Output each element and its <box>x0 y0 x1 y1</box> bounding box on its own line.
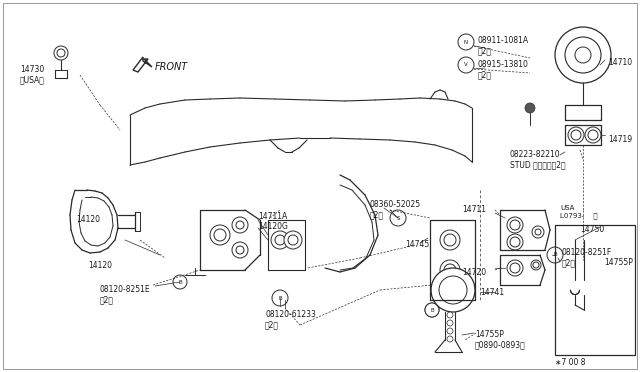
Text: 14720: 14720 <box>462 268 486 277</box>
Circle shape <box>447 320 453 326</box>
Circle shape <box>271 231 289 249</box>
Text: 14730
〈USA〉: 14730 〈USA〉 <box>20 65 45 84</box>
Text: B: B <box>430 308 434 312</box>
Circle shape <box>555 27 611 83</box>
Circle shape <box>173 275 187 289</box>
Circle shape <box>272 290 288 306</box>
Circle shape <box>431 268 475 312</box>
Circle shape <box>531 260 541 270</box>
Text: 08915-13810
　2、: 08915-13810 2、 <box>478 60 529 79</box>
Circle shape <box>232 217 248 233</box>
Text: 14755P: 14755P <box>604 258 633 267</box>
Text: 08360-52025
　2、: 08360-52025 2、 <box>370 200 421 219</box>
Circle shape <box>447 312 453 318</box>
Text: 14741: 14741 <box>480 288 504 297</box>
Circle shape <box>568 127 584 143</box>
Text: 14719: 14719 <box>608 135 632 144</box>
Circle shape <box>507 217 523 233</box>
Circle shape <box>284 231 302 249</box>
Text: 08120-61233
　2、: 08120-61233 2、 <box>265 310 316 329</box>
Text: 14755P
　0890-0893、: 14755P 0890-0893、 <box>475 330 525 349</box>
Circle shape <box>54 46 68 60</box>
Circle shape <box>440 260 460 280</box>
Circle shape <box>447 336 453 342</box>
Text: N: N <box>464 39 468 45</box>
Text: S: S <box>396 215 400 221</box>
Circle shape <box>447 328 453 334</box>
Text: 14710: 14710 <box>608 58 632 67</box>
Text: B: B <box>278 295 282 301</box>
Text: ∗7 00 8: ∗7 00 8 <box>555 358 586 367</box>
Circle shape <box>507 234 523 250</box>
Circle shape <box>547 247 563 263</box>
Text: 14120G: 14120G <box>258 222 288 231</box>
Text: 14745: 14745 <box>405 240 429 249</box>
Circle shape <box>210 225 230 245</box>
Text: USA
L0793-    、: USA L0793- 、 <box>560 205 598 219</box>
Text: B: B <box>553 253 557 257</box>
Text: 14120: 14120 <box>88 261 112 270</box>
Bar <box>555 225 635 355</box>
Circle shape <box>507 260 523 276</box>
Circle shape <box>390 210 406 226</box>
Polygon shape <box>133 57 152 72</box>
Text: V: V <box>464 62 468 67</box>
Text: FRONT: FRONT <box>155 62 188 72</box>
Circle shape <box>585 127 601 143</box>
Circle shape <box>440 230 460 250</box>
Circle shape <box>425 303 439 317</box>
Circle shape <box>525 103 535 113</box>
Circle shape <box>425 303 439 317</box>
Circle shape <box>232 242 248 258</box>
Text: B: B <box>178 279 182 285</box>
Text: 14711A: 14711A <box>258 212 287 221</box>
Text: 08120-8251F
　2、: 08120-8251F 2、 <box>562 248 612 267</box>
Text: 08911-1081A
　2、: 08911-1081A 2、 <box>478 36 529 55</box>
Circle shape <box>532 226 544 238</box>
Circle shape <box>458 34 474 50</box>
Text: 08120-8251E
　2、: 08120-8251E 2、 <box>100 285 150 304</box>
Text: 14711: 14711 <box>462 205 486 214</box>
Text: 14750: 14750 <box>580 225 604 234</box>
Circle shape <box>458 57 474 73</box>
Text: 14120: 14120 <box>76 215 100 224</box>
Text: 08223-82210
STUD スタッド（2）: 08223-82210 STUD スタッド（2） <box>510 150 566 169</box>
